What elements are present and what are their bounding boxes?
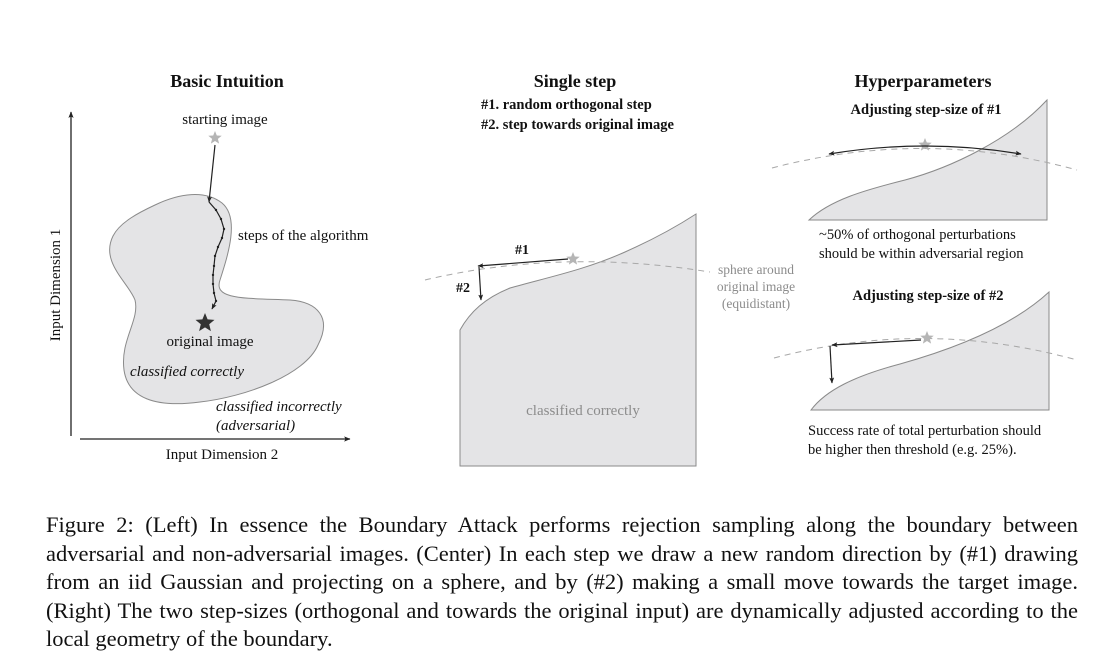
y-axis-label: Input Dimension 1 <box>48 229 64 342</box>
steps-label: steps of the algorithm <box>238 228 369 244</box>
step-markers <box>211 208 226 303</box>
center-panel-title: Single step <box>534 71 617 91</box>
right-sub2-toward-arrow <box>829 345 835 384</box>
center-subtitle-1: #1. random orthogonal step <box>481 97 652 113</box>
classified-correctly-label: classified correctly <box>130 364 244 380</box>
sphere-label-2: original image <box>717 279 795 294</box>
step1-arrow <box>477 258 569 268</box>
right-panel-title: Hyperparameters <box>855 71 992 91</box>
right-sub2-title: Adjusting step-size of #2 <box>852 288 1003 304</box>
right-sub1-double-arrow <box>828 145 1022 156</box>
right-sub1-region <box>807 98 1048 221</box>
initial-jump-arrow <box>207 144 216 203</box>
right-panel: Hyperparameters Adjusting step-size of #… <box>771 71 1078 458</box>
center-panel: Single step #1. random orthogonal step #… <box>424 71 795 467</box>
right-sub2-caption-1: Success rate of total perturbation shoul… <box>808 423 1042 439</box>
right-sub1-caption-1: ~50% of orthogonal perturbations <box>819 227 1016 243</box>
sphere-label-3: (equidistant) <box>722 296 790 311</box>
original-image-label: original image <box>166 334 253 350</box>
step1-label: #1 <box>515 243 529 258</box>
right-sub2-orth-arrow <box>831 339 922 348</box>
starting-image-star <box>208 131 222 144</box>
starting-image-label: starting image <box>182 112 268 128</box>
left-panel-title: Basic Intuition <box>170 71 284 91</box>
right-sub1-caption-2: should be within adversarial region <box>819 246 1024 262</box>
right-sub1-star <box>918 138 932 151</box>
adversarial-label: (adversarial) <box>216 418 295 434</box>
center-subtitle-2: #2. step towards original image <box>481 117 674 133</box>
classified-correctly-region <box>109 194 324 405</box>
right-sub2-sphere <box>773 338 1078 361</box>
center-current-point-star <box>566 252 580 265</box>
right-sub1-title: Adjusting step-size of #1 <box>850 102 1001 118</box>
right-sub2-region <box>809 290 1050 411</box>
right-sub2-caption-2: be higher then threshold (e.g. 25%). <box>808 442 1017 458</box>
center-classified-region <box>459 213 697 467</box>
classified-incorrectly-label: classified incorrectly <box>216 399 342 415</box>
step2-label: #2 <box>456 281 470 296</box>
right-sub2-star <box>920 331 934 344</box>
x-axis-label: Input Dimension 2 <box>166 447 279 463</box>
figure-caption: Figure 2: (Left) In essence the Boundary… <box>46 512 1078 651</box>
sphere-label-1: sphere around <box>718 262 794 277</box>
step2-arrow <box>478 266 484 301</box>
figure-2: Basic Intuition Input Dimension 1 Input … <box>48 71 1078 467</box>
original-image-star <box>195 313 215 332</box>
center-sphere-boundary <box>424 261 711 281</box>
left-panel: Basic Intuition Input Dimension 1 Input … <box>48 71 369 463</box>
center-classified-label: classified correctly <box>526 403 640 419</box>
right-sub1-sphere <box>771 148 1078 171</box>
